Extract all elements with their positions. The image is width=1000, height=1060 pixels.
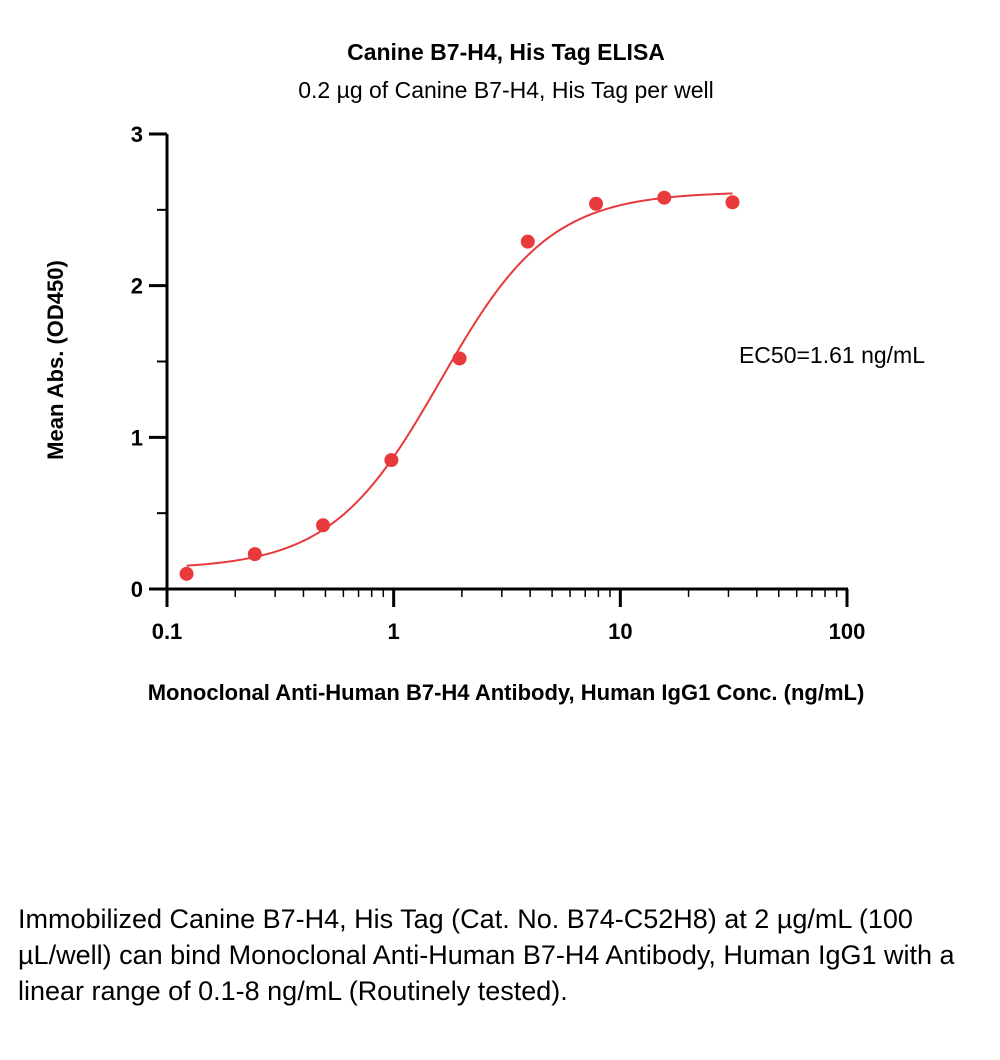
data-point xyxy=(384,453,399,468)
x-tick-label: 10 xyxy=(608,619,632,644)
data-point xyxy=(520,234,535,249)
y-tick-label: 2 xyxy=(131,274,143,299)
tick-marks: 0 1 2 3 0.1 1 10 100 xyxy=(131,122,866,644)
x-tick-label: 0.1 xyxy=(152,619,183,644)
data-points xyxy=(179,190,740,581)
y-axis-label: Mean Abs. (OD450) xyxy=(43,260,68,460)
data-point xyxy=(247,547,262,562)
chart-title: Canine B7-H4, His Tag ELISA xyxy=(347,39,665,65)
data-point xyxy=(589,196,604,211)
y-tick-label: 3 xyxy=(131,122,143,147)
fit-curve-group xyxy=(186,192,733,567)
elisa-chart: Canine B7-H4, His Tag ELISA 0.2 µg of Ca… xyxy=(43,39,925,705)
data-point xyxy=(725,195,740,210)
chart-subtitle: 0.2 µg of Canine B7-H4, His Tag per well xyxy=(298,77,714,103)
x-tick-label: 1 xyxy=(388,619,400,644)
x-tick-label: 100 xyxy=(829,619,866,644)
data-point xyxy=(657,190,672,205)
figure-caption: Immobilized Canine B7-H4, His Tag (Cat. … xyxy=(18,904,955,1006)
data-point xyxy=(452,351,467,366)
data-point xyxy=(179,566,194,581)
y-tick-label: 0 xyxy=(131,577,143,602)
ec50-annotation: EC50=1.61 ng/mL xyxy=(739,342,925,368)
y-tick-label: 1 xyxy=(131,425,143,450)
fit-curve xyxy=(186,192,733,567)
data-point xyxy=(316,518,331,533)
x-axis-label: Monoclonal Anti-Human B7-H4 Antibody, Hu… xyxy=(148,680,865,705)
